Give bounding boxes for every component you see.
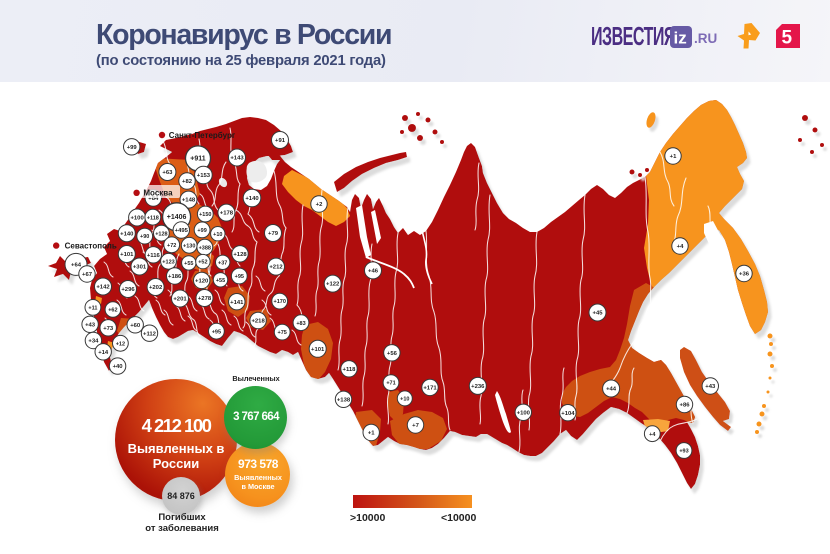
svg-text:+186: +186 bbox=[168, 274, 182, 280]
svg-text:+60: +60 bbox=[130, 323, 141, 329]
svg-text:+71: +71 bbox=[386, 381, 395, 387]
svg-text:+99: +99 bbox=[127, 145, 138, 151]
svg-text:+67: +67 bbox=[82, 272, 93, 278]
svg-text:+140: +140 bbox=[245, 196, 259, 202]
svg-text:+148: +148 bbox=[182, 198, 196, 204]
svg-text:+43: +43 bbox=[705, 384, 716, 390]
svg-text:+10: +10 bbox=[213, 232, 222, 238]
svg-text:+99: +99 bbox=[197, 228, 206, 234]
svg-text:+104: +104 bbox=[561, 411, 575, 417]
svg-text:+4: +4 bbox=[677, 244, 684, 250]
svg-text:+236: +236 bbox=[471, 384, 485, 390]
svg-text:+1: +1 bbox=[368, 431, 375, 437]
svg-text:+64: +64 bbox=[71, 263, 82, 269]
svg-text:+4: +4 bbox=[649, 432, 656, 438]
svg-text:+140: +140 bbox=[120, 231, 134, 237]
svg-text:+86: +86 bbox=[680, 403, 691, 409]
svg-text:.RU: .RU bbox=[694, 31, 717, 46]
svg-text:+101: +101 bbox=[120, 252, 134, 258]
svg-text:+44: +44 bbox=[606, 387, 617, 393]
svg-text:+116: +116 bbox=[147, 253, 161, 259]
svg-text:+56: +56 bbox=[387, 351, 398, 357]
svg-text:+45: +45 bbox=[593, 311, 604, 317]
svg-text:+388: +388 bbox=[199, 245, 211, 251]
svg-text:+1: +1 bbox=[670, 154, 677, 160]
svg-text:+138: +138 bbox=[337, 397, 351, 403]
svg-text:Севастополь: Севастополь bbox=[65, 242, 117, 251]
svg-text:Санкт-Петербург: Санкт-Петербург bbox=[169, 131, 236, 140]
svg-text:+171: +171 bbox=[423, 386, 437, 392]
svg-text:+84: +84 bbox=[148, 196, 159, 202]
svg-text:+10: +10 bbox=[400, 397, 409, 403]
svg-text:+495: +495 bbox=[175, 228, 189, 234]
svg-text:+73: +73 bbox=[103, 326, 114, 332]
svg-text:+128: +128 bbox=[233, 252, 247, 258]
svg-text:+83: +83 bbox=[296, 321, 305, 327]
svg-text:+128: +128 bbox=[155, 231, 167, 237]
svg-text:ИЗВЕСТИЯ: ИЗВЕСТИЯ bbox=[591, 22, 675, 51]
svg-text:+118: +118 bbox=[147, 215, 159, 221]
svg-text:+72: +72 bbox=[167, 243, 176, 249]
svg-text:+100: +100 bbox=[130, 216, 144, 222]
svg-text:+123: +123 bbox=[162, 259, 174, 265]
svg-text:+2: +2 bbox=[316, 202, 323, 208]
svg-text:+153: +153 bbox=[197, 173, 211, 179]
svg-text:+34: +34 bbox=[88, 339, 99, 345]
svg-text:+55: +55 bbox=[216, 278, 225, 284]
svg-text:+301: +301 bbox=[133, 265, 147, 271]
svg-text:+112: +112 bbox=[143, 331, 157, 337]
svg-text:+118: +118 bbox=[343, 367, 357, 373]
svg-text:iz: iz bbox=[674, 29, 687, 48]
svg-text:+63: +63 bbox=[162, 170, 173, 176]
svg-text:+100: +100 bbox=[517, 410, 531, 416]
svg-text:+75: +75 bbox=[278, 330, 287, 336]
svg-text:+90: +90 bbox=[140, 234, 149, 240]
svg-text:+79: +79 bbox=[268, 231, 279, 237]
svg-text:+93: +93 bbox=[679, 449, 688, 455]
svg-text:+95: +95 bbox=[235, 274, 244, 280]
svg-text:+1406: +1406 bbox=[167, 214, 187, 221]
svg-text:+170: +170 bbox=[274, 299, 286, 305]
svg-text:+14: +14 bbox=[98, 350, 109, 356]
svg-text:+43: +43 bbox=[85, 322, 96, 328]
svg-text:+141: +141 bbox=[230, 300, 244, 306]
svg-text:+101: +101 bbox=[311, 347, 325, 353]
svg-text:+12: +12 bbox=[116, 341, 125, 347]
svg-text:+40: +40 bbox=[113, 364, 124, 370]
svg-text:+36: +36 bbox=[739, 272, 750, 278]
svg-text:5: 5 bbox=[782, 28, 793, 49]
svg-text:+212: +212 bbox=[269, 265, 283, 271]
svg-text:+143: +143 bbox=[230, 156, 244, 162]
svg-text:+37: +37 bbox=[218, 260, 227, 266]
svg-text:+62: +62 bbox=[108, 308, 117, 314]
svg-text:+296: +296 bbox=[121, 287, 135, 293]
svg-text:+142: +142 bbox=[96, 285, 110, 291]
svg-text:+82: +82 bbox=[182, 179, 193, 185]
svg-text:+7: +7 bbox=[412, 423, 419, 429]
svg-text:+178: +178 bbox=[220, 211, 234, 217]
svg-text:+202: +202 bbox=[149, 285, 163, 291]
svg-text:+150: +150 bbox=[199, 212, 211, 218]
svg-text:+52: +52 bbox=[198, 260, 207, 266]
svg-text:+278: +278 bbox=[198, 296, 212, 302]
svg-text:+91: +91 bbox=[275, 138, 286, 144]
svg-text:+95: +95 bbox=[212, 329, 221, 335]
svg-text:+55: +55 bbox=[184, 261, 193, 267]
svg-text:Москва: Москва bbox=[143, 189, 173, 198]
svg-text:+120: +120 bbox=[195, 279, 209, 285]
svg-text:+11: +11 bbox=[88, 306, 97, 312]
svg-text:+130: +130 bbox=[183, 243, 195, 249]
svg-text:+911: +911 bbox=[190, 156, 205, 163]
svg-text:+201: +201 bbox=[173, 297, 187, 303]
svg-text:+122: +122 bbox=[326, 282, 340, 288]
svg-text:+218: +218 bbox=[251, 319, 265, 325]
svg-text:+46: +46 bbox=[368, 269, 379, 275]
